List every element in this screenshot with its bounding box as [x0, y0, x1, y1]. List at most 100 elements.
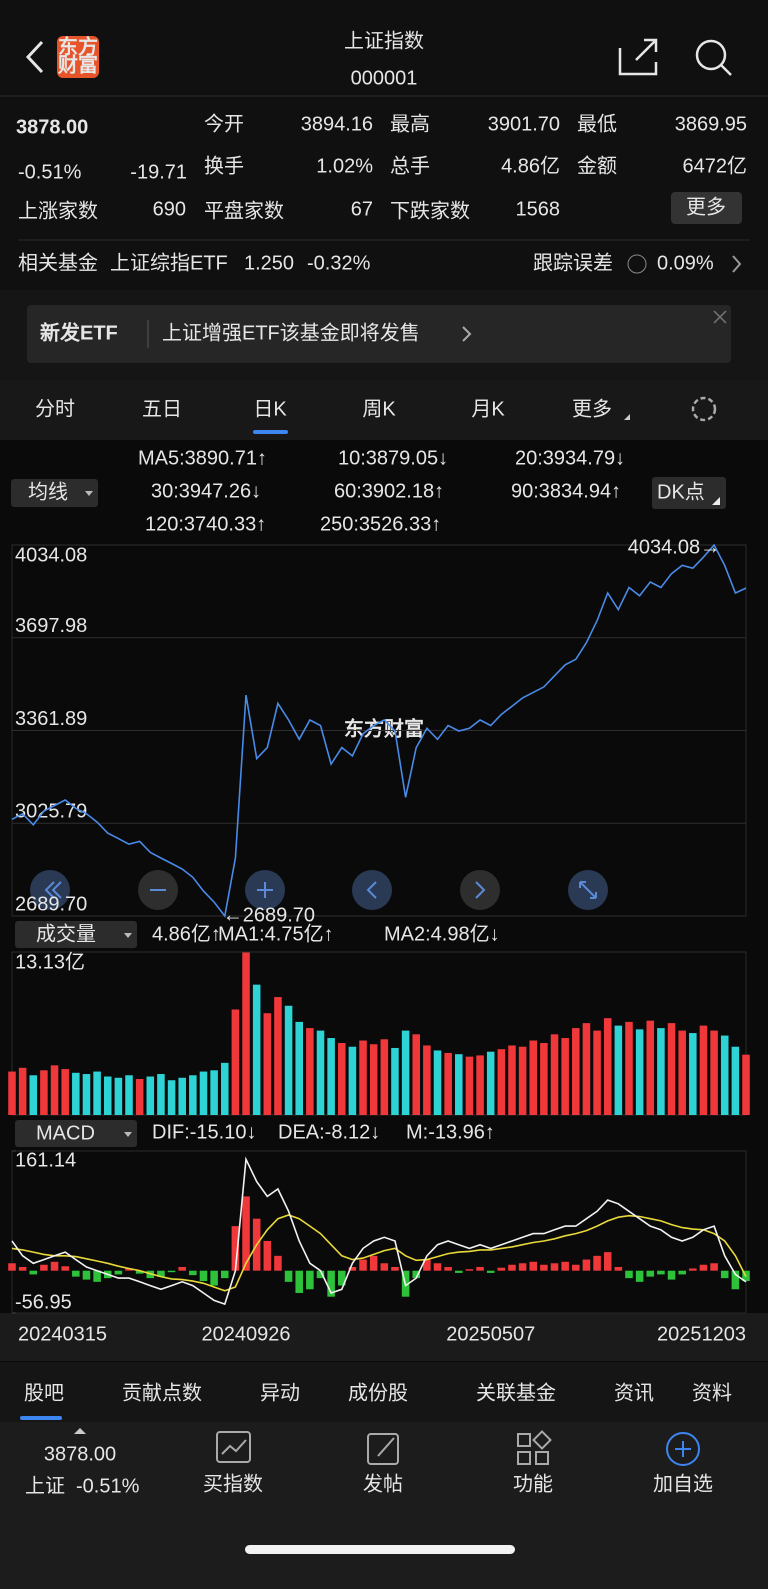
- control-glyphs: [44, 881, 597, 899]
- volume-bar: [444, 1052, 452, 1115]
- volume-bar: [689, 1033, 697, 1115]
- volume-bar: [8, 1071, 16, 1115]
- macd-bar: [369, 1255, 378, 1271]
- macd-bar: [348, 1266, 357, 1271]
- macd-bar: [423, 1259, 431, 1271]
- volume-selector[interactable]: [15, 921, 137, 948]
- macd-bar: [699, 1264, 708, 1271]
- close-button[interactable]: [713, 310, 727, 324]
- macd-selector-label[interactable]: MACD: [36, 1122, 95, 1144]
- nav-label[interactable]: 加自选: [653, 1472, 713, 1495]
- bottom-tab[interactable]: 资料: [692, 1381, 732, 1404]
- volume-bar: [529, 1040, 538, 1115]
- nav-label[interactable]: 功能: [513, 1472, 553, 1495]
- nav-icon: [221, 1439, 247, 1455]
- bottom-tab[interactable]: 贡献点数: [122, 1381, 202, 1404]
- volume-bar: [720, 1035, 729, 1115]
- dropdown-arrow: [85, 491, 93, 496]
- period-tab[interactable]: 更多: [572, 397, 612, 420]
- volume-bar: [220, 1062, 229, 1115]
- dk-button-label[interactable]: DK点: [657, 480, 705, 503]
- control-first[interactable]: [30, 870, 70, 910]
- search-icon: [720, 64, 732, 76]
- series-line: [11, 543, 747, 918]
- volume-bar: [486, 1051, 495, 1115]
- volume-selector-label[interactable]: 成交量: [36, 922, 96, 945]
- nav-icon[interactable]: [666, 1432, 700, 1466]
- bottom-tab[interactable]: 资讯: [614, 1381, 654, 1404]
- control-next[interactable]: [460, 870, 500, 910]
- macd-bar: [125, 1268, 133, 1271]
- nav-label[interactable]: 发帖: [363, 1472, 403, 1495]
- macd-bar: [316, 1270, 325, 1279]
- macd-selector[interactable]: [15, 1120, 137, 1147]
- volume-bar: [274, 997, 282, 1115]
- settings-icon[interactable]: [691, 396, 717, 422]
- more-button-label[interactable]: 更多: [686, 195, 726, 218]
- volume-bar: [167, 1080, 176, 1115]
- period-tab[interactable]: 分时: [35, 397, 75, 420]
- macd-bar: [337, 1270, 346, 1286]
- tab-underline: [20, 1416, 62, 1420]
- volume-bar: [646, 1020, 655, 1115]
- nav-icon[interactable]: [216, 1431, 251, 1463]
- macd-bar: [327, 1270, 335, 1297]
- bottom-tab[interactable]: 关联基金: [476, 1381, 556, 1404]
- dropdown-arrow: [712, 497, 720, 505]
- indicator-selector-label[interactable]: 均线: [28, 480, 68, 503]
- stat-label: 换手: [204, 154, 244, 177]
- volume-bar: [423, 1045, 431, 1115]
- more-button[interactable]: [671, 192, 742, 224]
- macd-bar: [274, 1255, 282, 1271]
- help-icon[interactable]: [627, 254, 647, 274]
- dropdown-arrow: [624, 414, 630, 420]
- stat-label: 最高: [390, 112, 430, 135]
- period-tab[interactable]: 五日: [142, 398, 182, 420]
- nav-icon[interactable]: [367, 1433, 399, 1465]
- period-tab[interactable]: 周K: [362, 398, 396, 420]
- macd-bar: [18, 1266, 27, 1271]
- banner-tag[interactable]: 新发ETF: [40, 320, 118, 344]
- macd-bar: [231, 1226, 240, 1271]
- macd-bar: [135, 1270, 144, 1274]
- expand-arrow: [74, 1428, 86, 1434]
- volume-bar: [497, 1049, 506, 1115]
- ma-legend: 90:3834.94↑: [511, 480, 621, 502]
- bottom-tab[interactable]: 股吧: [24, 1382, 64, 1404]
- volume-bar: [306, 1028, 314, 1115]
- macd-bar: [486, 1270, 495, 1273]
- chevron[interactable]: [732, 255, 742, 273]
- volume-bar: [710, 1030, 718, 1115]
- nav-icon: [675, 1441, 691, 1457]
- indicator-selector[interactable]: [11, 479, 98, 507]
- volume-bar: [135, 1078, 144, 1115]
- search-icon[interactable]: [695, 39, 727, 71]
- stat-label: 总手: [390, 154, 430, 177]
- x-tick-label: 20251203: [657, 1323, 746, 1345]
- back-button[interactable]: [25, 40, 44, 74]
- fund-label: 相关基金: [18, 251, 98, 274]
- macd-bar: [529, 1261, 538, 1271]
- dropdown-arrow: [124, 933, 132, 938]
- y-tick-label: 13.13亿: [15, 950, 85, 973]
- dk-button[interactable]: [652, 477, 726, 509]
- banner-card[interactable]: [27, 305, 731, 363]
- control-prev[interactable]: [352, 870, 392, 910]
- volume-bar: [401, 1030, 410, 1115]
- volume-bar: [348, 1046, 357, 1115]
- period-tab[interactable]: 月K: [471, 398, 505, 420]
- logo: [57, 36, 99, 78]
- bottom-tab[interactable]: 成份股: [348, 1381, 408, 1404]
- nav-icon[interactable]: [517, 1433, 531, 1447]
- period-tab[interactable]: 日K: [253, 398, 287, 420]
- banner-text[interactable]: 上证增强ETF该基金即将发售: [162, 321, 420, 344]
- macd-bar: [359, 1259, 367, 1271]
- volume-bar: [635, 1029, 644, 1115]
- nav-label[interactable]: 买指数: [203, 1472, 263, 1495]
- macd-bar: [167, 1270, 176, 1273]
- y-tick-label: 161.14: [15, 1149, 76, 1171]
- breadth-value: 1568: [516, 198, 561, 220]
- stat-value: 3894.16: [301, 113, 373, 135]
- bottom-tab[interactable]: 异动: [260, 1381, 300, 1404]
- share-icon[interactable]: [618, 38, 658, 76]
